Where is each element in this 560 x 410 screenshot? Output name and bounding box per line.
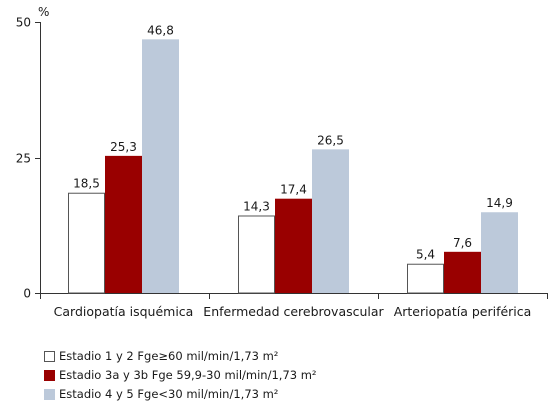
bars (68, 39, 518, 294)
y-axis-unit-label: % (38, 5, 49, 19)
data-label: 25,3 (110, 140, 137, 154)
bar (142, 39, 179, 294)
bar (444, 251, 481, 293)
data-label: 18,5 (73, 177, 100, 191)
data-label: 14,9 (486, 196, 513, 210)
data-label: 26,5 (317, 133, 344, 147)
data-label: 7,6 (453, 236, 472, 250)
bar (105, 155, 142, 293)
bar (481, 212, 518, 293)
bar-chart: % 0 25 50 Cardiopatía isquémica Enfermedad ce… (16, 5, 548, 319)
bar (312, 149, 349, 293)
bar (68, 192, 105, 294)
data-label: 5,4 (416, 248, 435, 262)
legend-swatch (44, 389, 55, 400)
labels: 18,5 14,3 5,4 25,3 17,4 7,6 46,8 26,5 14,9 (73, 23, 513, 261)
data-label: 14,3 (243, 199, 270, 213)
y-tick-label: 0 (23, 287, 31, 301)
y-tick-label: 25 (16, 152, 31, 166)
axes: % 0 25 50 Cardiopatía isquémica Enfermedad ce… (16, 5, 548, 319)
bar (275, 198, 312, 293)
category-label: Arteriopatía periférica (394, 304, 532, 319)
data-label: 46,8 (147, 23, 174, 37)
legend: Estadio 1 y 2 Fge≥60 mil/min/1,73 m² Esta… (44, 347, 317, 404)
legend-swatch (44, 351, 55, 362)
legend-label: Estadio 3a y 3b Fge 59,9-30 mil/min/1,73… (59, 368, 317, 382)
bar (407, 263, 444, 294)
category-label: Enfermedad cerebrovascular (203, 304, 384, 319)
legend-label: Estadio 4 y 5 Fge<30 mil/min/1,73 m² (59, 387, 279, 401)
legend-item: Estadio 3a y 3b Fge 59,9-30 mil/min/1,73… (44, 366, 317, 385)
legend-item: Estadio 4 y 5 Fge<30 mil/min/1,73 m² (44, 385, 317, 404)
legend-label: Estadio 1 y 2 Fge≥60 mil/min/1,73 m² (59, 349, 279, 363)
y-tick-label: 50 (16, 16, 31, 30)
legend-item: Estadio 1 y 2 Fge≥60 mil/min/1,73 m² (44, 347, 317, 366)
legend-swatch (44, 370, 55, 381)
bar (238, 215, 275, 294)
data-label: 17,4 (280, 183, 307, 197)
category-label: Cardiopatía isquémica (54, 304, 194, 319)
